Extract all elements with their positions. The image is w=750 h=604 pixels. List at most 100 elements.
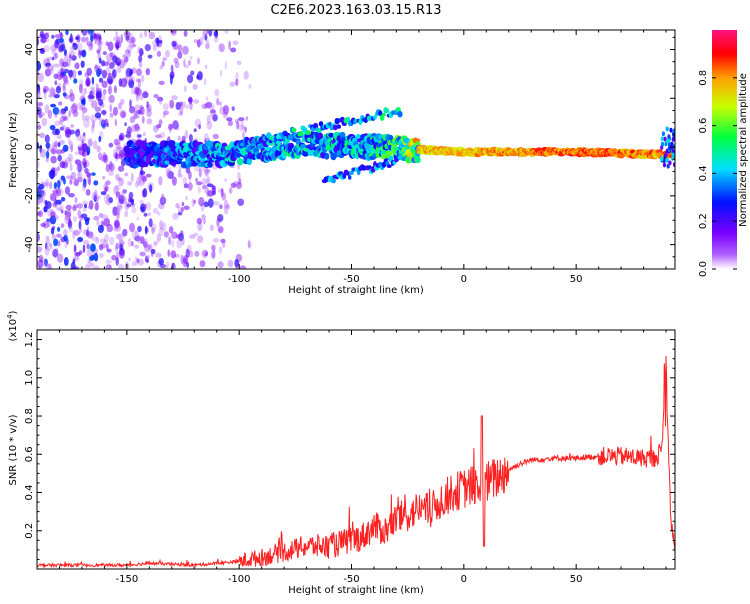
heatmap-cell [98, 36, 102, 45]
heatmap-cell [39, 148, 47, 158]
heatmap-cell [95, 33, 99, 39]
heatmap-cell [86, 226, 90, 232]
heatmap-cell [248, 84, 252, 89]
heatmap-cell [247, 239, 251, 249]
heatmap-cell [395, 107, 401, 113]
heatmap-cell [117, 176, 122, 182]
heatmap-cell [177, 51, 183, 59]
heatmap-cell [60, 223, 65, 229]
heatmap-cell [185, 195, 188, 201]
spectrogram-y-ticks: -40 -20 0 20 40 [24, 36, 675, 270]
heatmap-cell [81, 107, 88, 114]
heatmap-cell [71, 102, 78, 112]
heatmap-cell [106, 248, 112, 253]
heatmap-cell [668, 160, 672, 166]
heatmap-cell [112, 208, 119, 216]
heatmap-cell [103, 194, 108, 204]
heatmap-cell [56, 233, 62, 238]
heatmap-cell [183, 30, 188, 37]
heatmap-cell [107, 41, 114, 52]
heatmap-cell [111, 254, 117, 261]
heatmap-cell [142, 132, 146, 137]
heatmap-cell [168, 236, 172, 246]
heatmap-cell [84, 72, 90, 78]
heatmap-cell [185, 248, 190, 258]
heatmap-cell [208, 30, 213, 37]
heatmap-cell [218, 246, 223, 255]
heatmap-cell [214, 88, 220, 97]
heatmap-cell [65, 79, 70, 85]
heatmap-cell [98, 152, 103, 161]
heatmap-cell [49, 86, 55, 96]
heatmap-cell [98, 77, 104, 83]
heatmap-cell [109, 112, 114, 118]
heatmap-cell [79, 83, 83, 94]
heatmap-cell [42, 182, 49, 187]
heatmap-cell [99, 68, 103, 75]
heatmap-cell [53, 94, 60, 99]
heatmap-cell [148, 218, 153, 228]
heatmap-cell [44, 134, 50, 144]
heatmap-cell [667, 134, 671, 140]
heatmap-cell [82, 157, 87, 167]
heatmap-cell [51, 49, 57, 56]
spectrogram-heatmap [37, 30, 675, 269]
heatmap-cell [224, 61, 228, 70]
heatmap-cell [129, 106, 136, 114]
heatmap-cell [129, 222, 135, 232]
heatmap-cell [230, 182, 237, 188]
heatmap-cell [226, 204, 230, 210]
heatmap-cell [49, 193, 57, 201]
figure-title: C2E6.2023.163.03.15.R13 [270, 3, 441, 18]
heatmap-cell [104, 233, 109, 243]
heatmap-cell [48, 181, 53, 189]
y-tick-label: 0.4 [24, 485, 35, 501]
heatmap-cell [183, 205, 190, 210]
heatmap-cell [93, 180, 99, 186]
heatmap-cell [134, 123, 139, 132]
heatmap-cell [90, 262, 95, 268]
heatmap-cell [179, 230, 184, 236]
heatmap-cell [129, 116, 136, 124]
heatmap-cell [125, 134, 131, 138]
heatmap-cell [109, 61, 115, 70]
heatmap-cell [151, 226, 155, 235]
heatmap-cell [140, 74, 145, 83]
heatmap-cell [37, 191, 43, 200]
heatmap-cell [212, 190, 216, 196]
heatmap-cell [219, 204, 223, 209]
heatmap-cell [80, 213, 88, 219]
heatmap-cell [68, 129, 76, 135]
heatmap-cell [152, 125, 159, 133]
heatmap-cell [146, 108, 152, 118]
heatmap-cell [46, 56, 53, 61]
heatmap-cell [54, 128, 61, 136]
heatmap-cell [223, 199, 229, 210]
heatmap-cell [50, 103, 57, 108]
heatmap-cell [44, 104, 50, 114]
heatmap-cell [161, 60, 165, 67]
heatmap-cell [176, 239, 183, 249]
heatmap-cell [202, 184, 208, 190]
heatmap-cell [108, 170, 114, 176]
heatmap-cell [328, 121, 332, 127]
heatmap-cell [291, 127, 297, 133]
heatmap-cell [95, 83, 99, 93]
heatmap-cell [173, 57, 179, 64]
heatmap-cell [114, 151, 118, 159]
heatmap-cell [302, 150, 309, 157]
heatmap-cell [79, 134, 87, 143]
heatmap-cell [228, 40, 231, 50]
heatmap-cell [162, 57, 167, 61]
heatmap-cell [56, 180, 61, 189]
heatmap-cell [59, 37, 64, 44]
heatmap-cell [156, 233, 162, 242]
heatmap-cell [52, 107, 60, 115]
heatmap-cell [46, 243, 53, 251]
heatmap-cell [331, 178, 336, 184]
heatmap-cell [86, 243, 90, 249]
heatmap-cell [45, 178, 49, 188]
heatmap-cell [671, 149, 675, 154]
heatmap-cell [47, 110, 53, 120]
spectrogram-y-label: Frequency (Hz) [8, 112, 19, 188]
